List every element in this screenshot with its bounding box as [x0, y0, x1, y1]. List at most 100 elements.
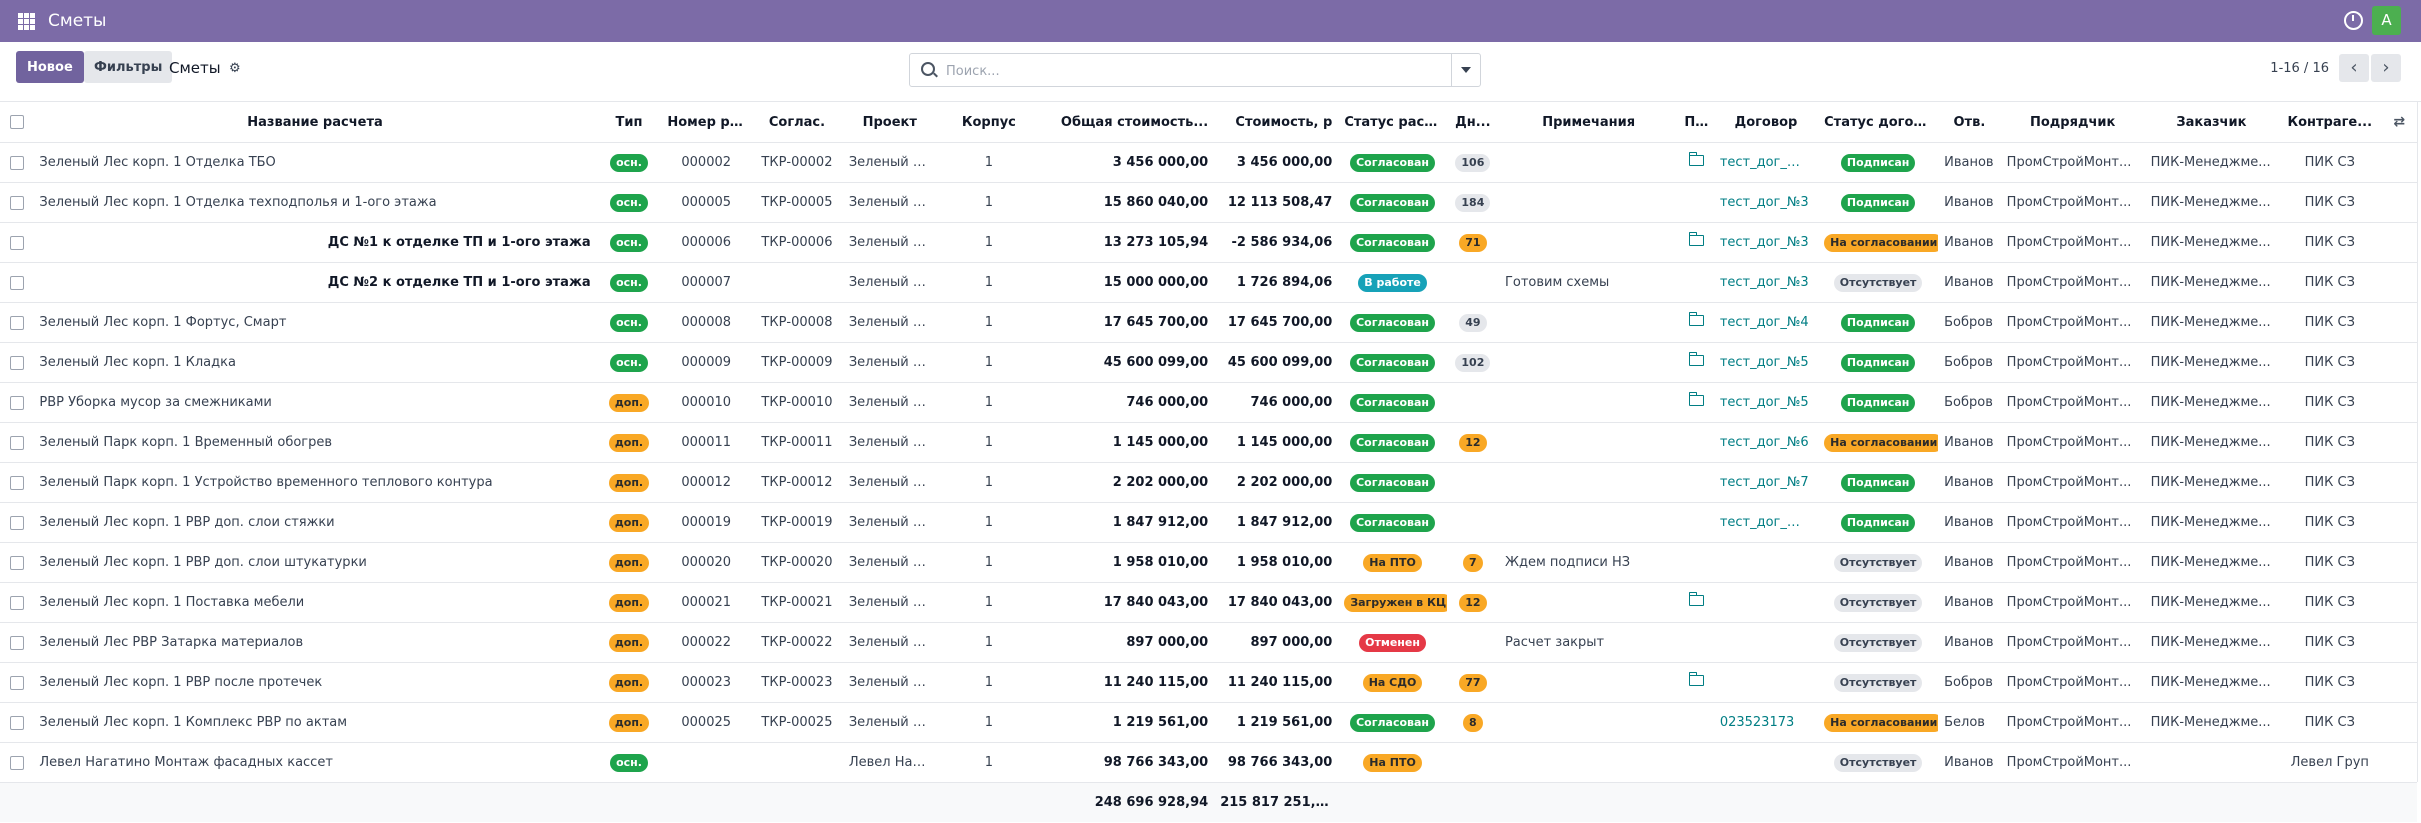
col-header[interactable]: Корпус: [936, 102, 1042, 143]
table-row[interactable]: Зеленый Лес корп. 1 Отделка техподполья …: [0, 182, 2417, 223]
estimate-name[interactable]: ДС №1 к отделке ТП и 1-ого этажа: [33, 222, 597, 263]
table-row[interactable]: Зеленый Лес РВР Затарка материалов доп. 00…: [0, 622, 2417, 663]
table-row[interactable]: Зеленый Парк корп. 1 Временный обогрев до…: [0, 422, 2417, 463]
estimate-name[interactable]: Зеленый Лес РВР Затарка материалов: [33, 622, 597, 663]
col-header[interactable]: Подрядчик: [2000, 102, 2145, 143]
table-row[interactable]: Левел Нагатино Монтаж фасадных кассет осн…: [0, 742, 2417, 783]
estimate-name[interactable]: Зеленый Лес корп. 1 РВР доп. слои стяжки: [33, 502, 597, 543]
estimate-name[interactable]: Зеленый Лес корп. 1 Фортус, Смарт: [33, 302, 597, 343]
estimate-name[interactable]: Зеленый Лес корп. 1 Отделка ТБО: [33, 142, 597, 183]
contract-link[interactable]: [1713, 582, 1819, 623]
row-checkbox[interactable]: [9, 515, 24, 530]
row-checkbox[interactable]: [9, 195, 24, 210]
row-checkbox[interactable]: [9, 475, 24, 490]
table-row[interactable]: РВР Уборка мусор за смежниками доп. 000010…: [0, 382, 2417, 423]
row-checkbox[interactable]: [9, 675, 24, 690]
contract-link[interactable]: [1713, 622, 1819, 663]
estimate-name[interactable]: РВР Уборка мусор за смежниками: [33, 382, 597, 423]
activity-clock-icon[interactable]: [2344, 11, 2363, 30]
optional-columns-toggle[interactable]: ⇄: [2381, 102, 2417, 143]
folder-icon[interactable]: [1688, 312, 1704, 326]
apps-menu-icon[interactable]: [18, 12, 35, 30]
col-header[interactable]: Договор: [1713, 102, 1819, 143]
row-checkbox[interactable]: [9, 395, 24, 410]
folder-icon[interactable]: [1688, 352, 1704, 366]
select-all-checkbox[interactable]: [9, 115, 24, 129]
table-row[interactable]: Зеленый Лес корп. 1 РВР доп. слои стяжки…: [0, 502, 2417, 543]
table-row[interactable]: Зеленый Парк корп. 1 Устройство временно…: [0, 462, 2417, 503]
pager-prev-button[interactable]: ‹: [2339, 54, 2369, 82]
folder-icon[interactable]: [1688, 152, 1704, 166]
col-header[interactable]: Номер расче...: [661, 102, 752, 143]
contract-link[interactable]: тест_дог_№11: [1713, 142, 1819, 183]
contract-link[interactable]: [1713, 742, 1819, 783]
col-header[interactable]: Отв.: [1938, 102, 2001, 143]
col-header[interactable]: Примечания: [1498, 102, 1679, 143]
col-header[interactable]: Название расчета: [33, 102, 597, 143]
contract-link[interactable]: тест_дог_№3: [1713, 262, 1819, 303]
table-row[interactable]: Зеленый Лес корп. 1 Кладка осн. 000009 ТКР-…: [0, 342, 2417, 383]
user-avatar[interactable]: A: [2372, 6, 2401, 35]
col-header[interactable]: Дн...: [1446, 102, 1499, 143]
row-checkbox[interactable]: [9, 355, 24, 370]
row-checkbox[interactable]: [9, 155, 24, 170]
table-row[interactable]: Зеленый Лес корп. 1 РВР после протечек до…: [0, 662, 2417, 703]
search-options-toggle[interactable]: [1451, 54, 1480, 86]
estimate-name[interactable]: Левел Нагатино Монтаж фасадных кассет: [33, 742, 597, 783]
col-header[interactable]: Проект: [842, 102, 937, 143]
contract-link[interactable]: [1713, 662, 1819, 703]
col-header[interactable]: Статус догово...: [1818, 102, 1939, 143]
estimate-name[interactable]: Зеленый Лес корп. 1 Отделка техподполья …: [33, 182, 597, 223]
col-header[interactable]: Заказчик: [2144, 102, 2279, 143]
col-header[interactable]: Соглас.: [751, 102, 843, 143]
column-settings-icon[interactable]: ⇄: [2393, 114, 2406, 130]
row-checkbox[interactable]: [9, 755, 24, 770]
contract-link[interactable]: тест_дог_№7: [1713, 462, 1819, 503]
estimate-name[interactable]: ДС №2 к отделке ТП и 1-ого этажа: [33, 262, 597, 303]
row-checkbox[interactable]: [9, 715, 24, 730]
search-input[interactable]: [944, 60, 1388, 82]
col-header[interactable]: Тип: [596, 102, 662, 143]
contract-link[interactable]: тест_дог_№6: [1713, 422, 1819, 463]
contract-link[interactable]: тест_дог_№3: [1713, 222, 1819, 263]
contract-link[interactable]: тест_дог_№4: [1713, 302, 1819, 343]
col-header[interactable]: Стоимость, р: [1214, 102, 1339, 143]
col-header[interactable]: Общая стоимость...: [1041, 102, 1215, 143]
row-checkbox[interactable]: [9, 275, 24, 290]
table-row[interactable]: Зеленый Лес корп. 1 Фортус, Смарт осн. 000…: [0, 302, 2417, 343]
estimate-name[interactable]: Зеленый Парк корп. 1 Временный обогрев: [33, 422, 597, 463]
table-row[interactable]: ДС №2 к отделке ТП и 1-ого этажа осн. 0000…: [0, 262, 2417, 303]
folder-icon[interactable]: [1688, 672, 1704, 686]
estimate-name[interactable]: Зеленый Лес корп. 1 Поставка мебели: [33, 582, 597, 623]
contract-link[interactable]: тест_дог_№3: [1713, 182, 1819, 223]
row-checkbox[interactable]: [9, 635, 24, 650]
table-row[interactable]: Зеленый Лес корп. 1 РВР доп. слои штукат…: [0, 542, 2417, 583]
folder-icon[interactable]: [1688, 392, 1704, 406]
col-header[interactable]: Пап...: [1678, 102, 1714, 143]
estimate-name[interactable]: Зеленый Лес корп. 1 РВР после протечек: [33, 662, 597, 703]
folder-icon[interactable]: [1688, 232, 1704, 246]
table-row[interactable]: Зеленый Лес корп. 1 Комплекс РВР по акта…: [0, 702, 2417, 743]
col-header[interactable]: Статус расчета: [1338, 102, 1447, 143]
row-checkbox[interactable]: [9, 235, 24, 250]
app-title[interactable]: Сметы: [48, 11, 107, 31]
table-row[interactable]: Зеленый Лес корп. 1 Поставка мебели доп. 0…: [0, 582, 2417, 623]
contract-link[interactable]: [1713, 542, 1819, 583]
table-row[interactable]: ДС №1 к отделке ТП и 1-ого этажа осн. 0000…: [0, 222, 2417, 263]
pager-next-button[interactable]: ›: [2371, 54, 2401, 82]
row-checkbox[interactable]: [9, 555, 24, 570]
col-header[interactable]: Контраге...: [2278, 102, 2382, 143]
contract-link[interactable]: 023523173: [1713, 702, 1819, 743]
pager-value[interactable]: 1-16 / 16: [2270, 61, 2329, 76]
estimate-name[interactable]: Зеленый Лес корп. 1 Комплекс РВР по акта…: [33, 702, 597, 743]
contract-link[interactable]: тест_дог_№5: [1713, 342, 1819, 383]
new-button[interactable]: Новое: [16, 51, 84, 83]
table-row[interactable]: Зеленый Лес корп. 1 Отделка ТБО осн. 00000…: [0, 142, 2417, 183]
estimate-name[interactable]: Зеленый Парк корп. 1 Устройство временно…: [33, 462, 597, 503]
contract-link[interactable]: тест_дог_№13: [1713, 502, 1819, 543]
row-checkbox[interactable]: [9, 435, 24, 450]
contract-link[interactable]: тест_дог_№5: [1713, 382, 1819, 423]
folder-icon[interactable]: [1688, 592, 1704, 606]
gear-icon[interactable]: ⚙: [229, 61, 241, 76]
filters-button[interactable]: Фильтры: [84, 51, 173, 83]
